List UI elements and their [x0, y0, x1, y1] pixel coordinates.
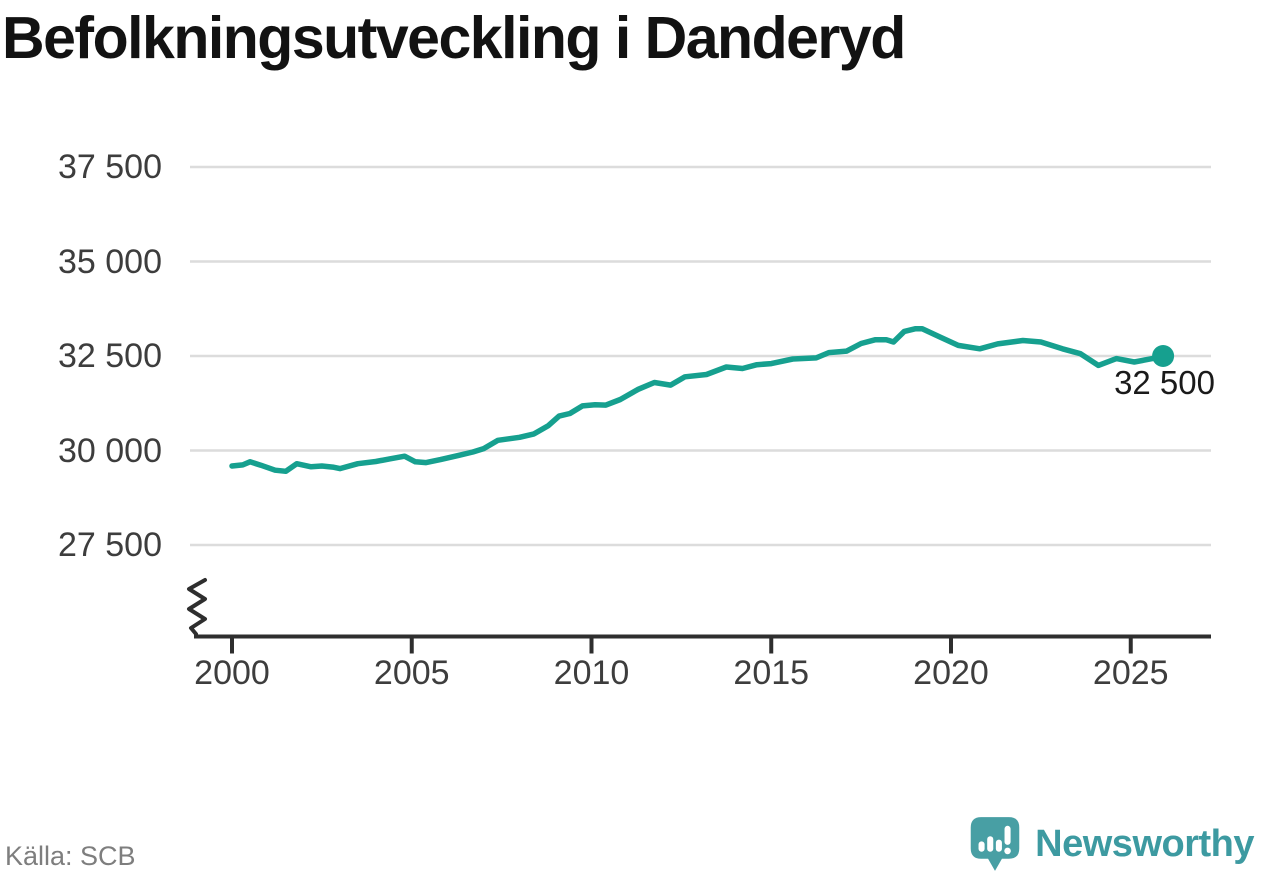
- end-value-label: 32 500: [1114, 364, 1215, 401]
- series-end-dot: [1152, 345, 1175, 367]
- chart-title: Befolkningsutveckling i Danderyd: [2, 5, 906, 71]
- newsworthy-logo-text: Newsworthy: [1035, 823, 1254, 865]
- y-axis-tick-label: 35 000: [58, 242, 162, 281]
- x-axis-tick-label: 2010: [553, 654, 630, 692]
- y-axis-tick-label: 37 500: [58, 148, 162, 186]
- x-axis-tick-label: 2020: [913, 654, 989, 692]
- axis-break-icon: [187, 578, 207, 636]
- x-axis-tick-label: 2000: [194, 654, 270, 692]
- source-label: Källa: SCB: [5, 841, 136, 871]
- y-axis-tick-label: 27 500: [58, 526, 162, 564]
- y-axis-tick-label: 30 000: [58, 431, 162, 470]
- tick-marks: [230, 636, 1133, 654]
- newsworthy-logo: Newsworthy: [969, 813, 1254, 875]
- x-axis: [187, 578, 1211, 654]
- gridlines: [190, 165, 1211, 547]
- newsworthy-logo-icon: [970, 817, 1020, 871]
- x-axis-tick-label: 2005: [373, 654, 450, 692]
- y-axis-tick-label: 32 500: [58, 337, 162, 375]
- x-axis-tick-label: 2025: [1092, 654, 1169, 692]
- population-line: [229, 326, 1166, 475]
- x-axis-tick-label: 2015: [733, 654, 810, 692]
